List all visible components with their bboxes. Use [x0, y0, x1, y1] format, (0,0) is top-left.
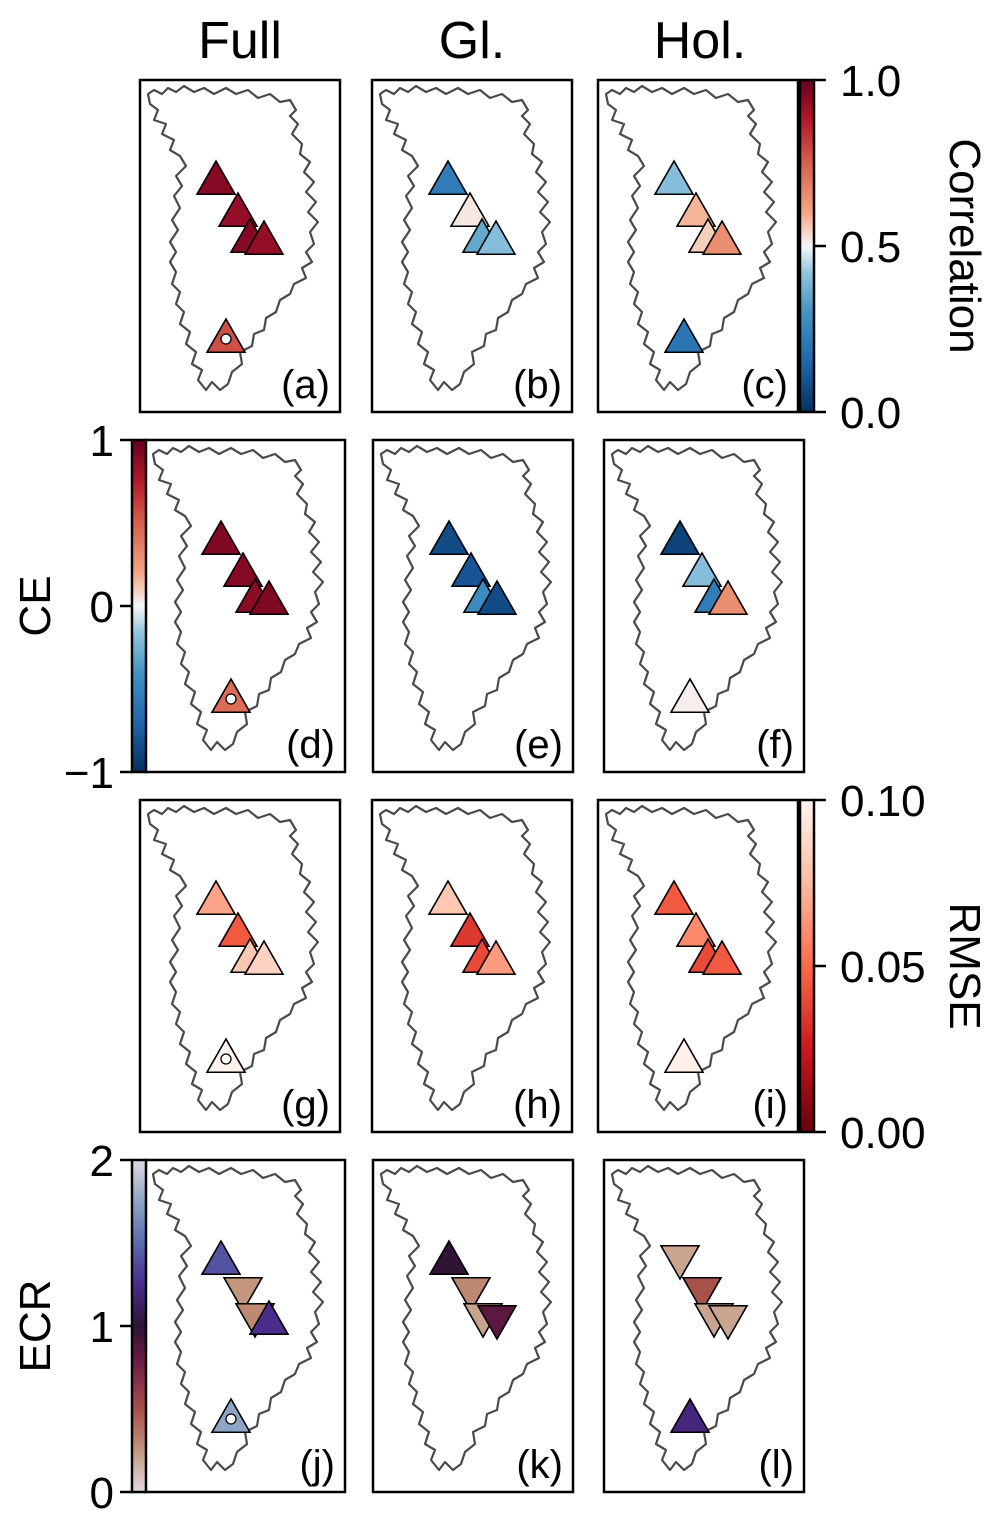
colorbar-tick-label: 0.00 — [840, 1109, 926, 1158]
site-marker-5 — [663, 317, 705, 354]
panel-label: (h) — [513, 1083, 562, 1127]
panel-c: (c) — [596, 78, 800, 414]
column-headers: Full Gl. Hol. — [198, 12, 746, 70]
colorbar-label: CE — [11, 575, 60, 636]
colorbar-ce: 1 0 −1 CE — [11, 417, 148, 798]
site-marker-4 — [243, 219, 285, 256]
panel-g: (g) — [138, 798, 342, 1134]
colorbar-label: ECR — [11, 1280, 60, 1373]
site-marker-4 — [476, 1304, 518, 1341]
site-marker-2 — [675, 191, 717, 228]
panel-label: (j) — [299, 1443, 335, 1487]
colorbar-tick-label: 0 — [90, 1469, 114, 1518]
panel-f: (f) — [602, 438, 806, 774]
panel-j: (j) — [143, 1158, 347, 1494]
colorbar-gradient — [798, 798, 816, 1134]
site-marker-4 — [701, 219, 743, 256]
site-core-marker — [225, 693, 237, 705]
colorbar-tick-label: 0.5 — [840, 223, 901, 272]
site-marker-1 — [195, 879, 237, 916]
site-marker-2 — [675, 911, 717, 948]
panel-d: (d) — [143, 438, 347, 774]
panel-label: (e) — [514, 723, 563, 767]
colorbar-tick-label: 0.0 — [840, 389, 901, 438]
panel-e: (e) — [371, 438, 575, 774]
colorbar-tick-label: 1 — [90, 417, 114, 466]
panel-label: (f) — [756, 723, 794, 767]
panel-h: (h) — [370, 798, 574, 1134]
site-marker-1 — [428, 1239, 470, 1276]
colorbar-tick-label: 1 — [90, 1303, 114, 1352]
panel-label: (l) — [758, 1443, 794, 1487]
panel-label: (b) — [513, 363, 562, 407]
site-marker-2 — [450, 551, 492, 588]
site-marker-1 — [653, 159, 695, 196]
panel-label: (a) — [281, 363, 330, 407]
site-marker-2 — [222, 1276, 264, 1313]
site-marker-4 — [248, 579, 290, 616]
colorbar-tick-label: 2 — [90, 1137, 114, 1186]
site-marker-2 — [681, 1276, 723, 1313]
site-marker-4 — [243, 939, 285, 976]
site-marker-4 — [701, 939, 743, 976]
panel-label: (c) — [741, 363, 788, 407]
site-marker-4 — [476, 579, 518, 616]
site-marker-4 — [475, 219, 517, 256]
colorbar-tick-label: 1.0 — [840, 57, 901, 106]
colorbar-label: Correlation — [940, 138, 989, 353]
panel-b: (b) — [370, 78, 574, 414]
site-marker-1 — [427, 159, 469, 196]
site-marker-1 — [195, 159, 237, 196]
panel-l: (l) — [602, 1158, 806, 1494]
site-marker-1 — [427, 879, 469, 916]
colorbar-correlation: 1.0 0.5 0.0 Correlation — [798, 57, 989, 438]
panel-label: (k) — [516, 1443, 563, 1487]
site-marker-5 — [669, 1397, 711, 1434]
column-header-1: Gl. — [439, 12, 505, 70]
site-marker-1 — [653, 879, 695, 916]
site-marker-5 — [663, 1037, 705, 1074]
colorbar-rmse: 0.10 0.05 0.00 RMSE — [798, 777, 989, 1158]
panel-a: (a) — [138, 78, 342, 414]
colorbars: 1.0 0.5 0.0 Correlation 1 0 −1 CE 0.10 0.05 0.00 RM… — [11, 57, 989, 1518]
site-marker-2 — [217, 191, 259, 228]
site-marker-2 — [449, 911, 491, 948]
panel-label: (d) — [286, 723, 335, 767]
colorbar-ecr: 2 1 0 ECR — [11, 1137, 148, 1518]
colorbar-gradient — [130, 1158, 148, 1494]
site-core-marker — [225, 1413, 237, 1425]
site-marker-2 — [222, 551, 264, 588]
site-marker-2 — [449, 191, 491, 228]
panel-label: (g) — [281, 1083, 330, 1127]
column-header-0: Full — [198, 12, 282, 70]
panel-i: (i) — [596, 798, 800, 1134]
colorbar-label: RMSE — [940, 902, 989, 1029]
site-marker-4 — [707, 1304, 749, 1341]
site-marker-4 — [248, 1299, 290, 1336]
colorbar-tick-label: 0 — [90, 583, 114, 632]
colorbar-tick-label: 0.05 — [840, 943, 926, 992]
colorbar-tick-label: 0.10 — [840, 777, 926, 826]
site-marker-1 — [659, 519, 701, 556]
site-core-marker — [220, 333, 232, 345]
colorbar-gradient — [798, 78, 816, 414]
site-marker-1 — [200, 1239, 242, 1276]
column-header-2: Hol. — [654, 12, 746, 70]
panel-label: (i) — [752, 1083, 788, 1127]
colorbar-gradient — [130, 438, 148, 774]
colorbar-tick-label: −1 — [64, 749, 114, 798]
site-marker-2 — [217, 911, 259, 948]
site-marker-1 — [659, 1244, 701, 1281]
site-marker-2 — [450, 1276, 492, 1313]
panel-k: (k) — [371, 1158, 575, 1494]
site-marker-4 — [475, 939, 517, 976]
map-panels: (a) (b) (c) (d) (e) (f) (g) (h) (i) (j) (k) (l) — [138, 78, 806, 1494]
site-core-marker — [220, 1053, 232, 1065]
site-marker-2 — [681, 551, 723, 588]
site-marker-4 — [707, 579, 749, 616]
site-marker-1 — [200, 519, 242, 556]
site-marker-5 — [669, 677, 711, 714]
site-marker-1 — [428, 519, 470, 556]
